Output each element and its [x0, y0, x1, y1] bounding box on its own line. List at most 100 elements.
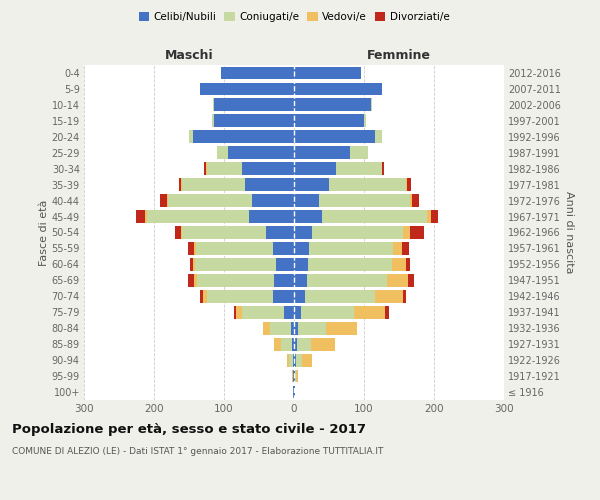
Bar	[274, 274, 294, 286]
Bar	[319, 194, 409, 207]
Bar	[252, 194, 294, 207]
Bar	[409, 226, 424, 239]
Bar	[292, 338, 294, 350]
Bar	[382, 162, 383, 175]
Bar	[294, 386, 295, 398]
Bar	[293, 386, 294, 398]
Bar	[167, 194, 168, 207]
Bar	[175, 226, 181, 239]
Bar	[182, 178, 245, 191]
Bar	[276, 258, 294, 271]
Bar	[221, 66, 294, 80]
Bar	[305, 290, 374, 302]
Bar	[294, 194, 319, 207]
Bar	[245, 178, 294, 191]
Bar	[311, 226, 403, 239]
Bar	[301, 306, 353, 318]
Bar	[294, 178, 329, 191]
Bar	[147, 210, 248, 223]
Bar	[296, 370, 298, 382]
Y-axis label: Anni di nascita: Anni di nascita	[564, 191, 574, 274]
Bar	[145, 210, 147, 223]
Bar	[241, 162, 294, 175]
Bar	[196, 258, 276, 271]
Bar	[213, 98, 214, 112]
Bar	[364, 114, 366, 127]
Bar	[204, 162, 206, 175]
Bar	[181, 226, 182, 239]
Bar	[181, 178, 182, 191]
Bar	[294, 370, 295, 382]
Bar	[294, 258, 308, 271]
Bar	[385, 306, 389, 318]
Bar	[371, 98, 372, 112]
Bar	[297, 338, 311, 350]
Bar	[214, 114, 294, 127]
Bar	[203, 290, 206, 302]
Bar	[294, 66, 361, 80]
Bar	[188, 242, 194, 255]
Bar	[296, 354, 302, 366]
Bar	[263, 322, 269, 334]
Bar	[350, 146, 367, 159]
Bar	[311, 338, 335, 350]
Bar	[374, 290, 403, 302]
Bar	[266, 226, 294, 239]
Bar	[402, 242, 409, 255]
Bar	[284, 306, 294, 318]
Bar	[308, 258, 392, 271]
Bar	[190, 258, 193, 271]
Bar	[248, 210, 294, 223]
Bar	[406, 258, 409, 271]
Bar	[206, 290, 273, 302]
Bar	[241, 306, 284, 318]
Bar	[294, 306, 301, 318]
Bar	[409, 194, 412, 207]
Bar	[394, 242, 402, 255]
Bar	[188, 274, 194, 286]
Bar	[212, 114, 214, 127]
Bar	[136, 210, 145, 223]
Bar	[269, 322, 290, 334]
Text: Maschi: Maschi	[164, 48, 214, 62]
Bar	[197, 274, 274, 286]
Bar	[179, 178, 181, 191]
Bar	[298, 322, 325, 334]
Bar	[293, 354, 294, 366]
Y-axis label: Fasce di età: Fasce di età	[38, 200, 49, 266]
Bar	[227, 146, 294, 159]
Bar	[294, 226, 311, 239]
Bar	[214, 98, 294, 112]
Bar	[189, 130, 193, 143]
Bar	[294, 210, 322, 223]
Bar	[290, 322, 294, 334]
Bar	[294, 290, 305, 302]
Bar	[412, 194, 419, 207]
Bar	[353, 306, 385, 318]
Legend: Celibi/Nubili, Coniugati/e, Vedovi/e, Divorziati/e: Celibi/Nubili, Coniugati/e, Vedovi/e, Di…	[134, 8, 454, 26]
Bar	[206, 162, 241, 175]
Bar	[194, 242, 196, 255]
Bar	[325, 322, 357, 334]
Text: COMUNE DI ALEZIO (LE) - Dati ISTAT 1° gennaio 2017 - Elaborazione TUTTITALIA.IT: COMUNE DI ALEZIO (LE) - Dati ISTAT 1° ge…	[12, 448, 383, 456]
Bar	[196, 242, 273, 255]
Bar	[217, 146, 227, 159]
Bar	[403, 290, 406, 302]
Bar	[287, 354, 289, 366]
Bar	[193, 258, 196, 271]
Bar	[387, 274, 408, 286]
Bar	[294, 274, 307, 286]
Bar	[374, 130, 382, 143]
Bar	[236, 306, 241, 318]
Bar	[307, 274, 387, 286]
Bar	[329, 178, 406, 191]
Bar	[281, 338, 292, 350]
Bar	[294, 130, 374, 143]
Bar	[294, 98, 371, 112]
Bar	[408, 274, 414, 286]
Bar	[182, 226, 266, 239]
Bar	[322, 210, 427, 223]
Bar	[302, 354, 312, 366]
Bar	[294, 82, 382, 96]
Bar	[273, 290, 294, 302]
